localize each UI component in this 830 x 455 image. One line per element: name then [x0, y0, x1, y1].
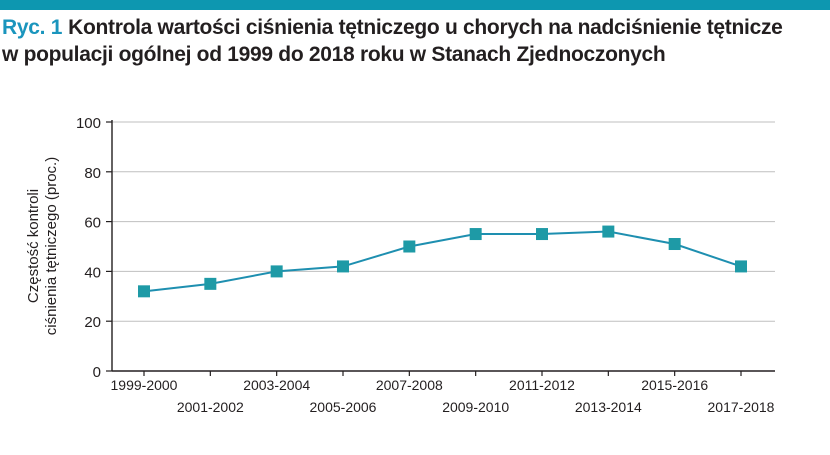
x-tick-label: 2013-2014	[575, 399, 642, 415]
data-point	[204, 277, 217, 290]
figure-title: Ryc. 1 Kontrola wartości ciśnienia tętnic…	[2, 14, 828, 68]
y-axis-label-line-2: ciśnienia tętniczego (proc.)	[43, 157, 60, 335]
data-point	[668, 238, 681, 251]
x-tick-label: 2003-2004	[243, 377, 310, 393]
data-point	[735, 260, 747, 273]
y-axis-label-line-1: Częstość kontroli	[25, 189, 42, 303]
x-tick-label: 2001-2002	[177, 399, 244, 415]
data-point	[138, 285, 150, 298]
data-point	[602, 225, 615, 238]
x-tick-label: 1999-2000	[111, 377, 178, 393]
axes	[106, 120, 775, 376]
accent-bar	[0, 0, 830, 10]
figure-number: Ryc. 1	[2, 16, 63, 39]
y-tick-label: 40	[84, 264, 101, 281]
y-tick-label: 0	[93, 364, 101, 381]
title-text-1: Kontrola wartości ciśnienia tętniczego u…	[68, 16, 783, 39]
data-point	[469, 228, 482, 241]
x-tick-label: 2007-2008	[376, 377, 443, 393]
y-tick-label: 100	[76, 115, 101, 132]
gridlines	[112, 121, 775, 322]
x-tick-label: 2009-2010	[442, 399, 509, 415]
y-tick-label: 80	[84, 165, 101, 182]
x-tick-label: 2011-2012	[509, 377, 575, 393]
y-tick-label: 60	[84, 215, 101, 232]
data-point	[403, 240, 416, 253]
series-line	[143, 230, 742, 293]
x-tick-label: 2015-2016	[641, 377, 708, 393]
x-tick-label: 2017-2018	[708, 399, 775, 415]
data-point	[337, 260, 349, 273]
y-tick-label: 20	[84, 314, 101, 331]
data-series	[138, 225, 747, 298]
x-tick-label: 2005-2006	[310, 399, 377, 415]
title-line-1: Ryc. 1 Kontrola wartości ciśnienia tętnic…	[2, 14, 828, 41]
data-point	[536, 228, 548, 241]
y-tick-labels: 0 20 40 60 80 100	[76, 115, 101, 381]
data-point	[270, 265, 283, 278]
title-line-2: w populacji ogólnej od 1999 do 2018 roku…	[2, 43, 666, 66]
